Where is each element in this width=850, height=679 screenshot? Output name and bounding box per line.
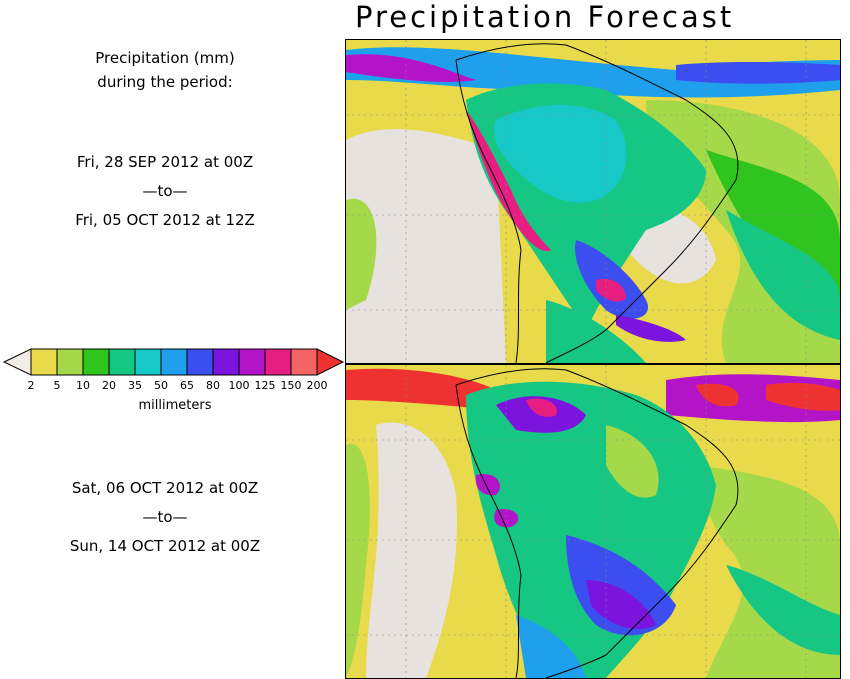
precipitation-colorbar: [2, 348, 345, 376]
colorbar-cell: [134, 348, 162, 376]
colorbar-cell: [264, 348, 292, 376]
colorbar-cell: [290, 348, 318, 376]
period-1-end: Fri, 05 OCT 2012 at 12Z: [75, 211, 255, 229]
colorbar-tick-label: 80: [206, 379, 220, 392]
colorbar-tick-label: 20: [102, 379, 116, 392]
colorbar-above-arrow: [316, 348, 345, 376]
period-2-separator: —to—: [142, 508, 188, 526]
colorbar-tick-label: 200: [306, 379, 328, 392]
legend-header-line1: Precipitation (mm): [95, 49, 235, 67]
colorbar-cell: [30, 348, 58, 376]
colorbar-cell: [212, 348, 240, 376]
colorbar-tick-label: 125: [254, 379, 276, 392]
period-1-start: Fri, 28 SEP 2012 at 00Z: [76, 153, 254, 171]
colorbar-cell: [82, 348, 110, 376]
colorbar-cell: [186, 348, 214, 376]
period-1-separator: —to—: [142, 182, 188, 200]
colorbar-tick-label: 65: [180, 379, 194, 392]
colorbar-tick-label: 10: [76, 379, 90, 392]
period-1-label: Fri, 28 SEP 2012 at 00Z —to— Fri, 05 OCT…: [40, 148, 290, 235]
colorbar-cell: [238, 348, 266, 376]
period-2-end: Sun, 14 OCT 2012 at 00Z: [69, 537, 261, 555]
colorbar-tick-label: 5: [53, 379, 61, 392]
colorbar-tick-label: 150: [280, 379, 302, 392]
period-2-label: Sat, 06 OCT 2012 at 00Z —to— Sun, 14 OCT…: [40, 474, 290, 561]
forecast-map-period-2: [345, 364, 841, 679]
colorbar-below-arrow: [2, 348, 32, 376]
colorbar-tick-label: 35: [128, 379, 142, 392]
colorbar-cell: [108, 348, 136, 376]
forecast-map-period-1: [345, 39, 841, 364]
page-title: Precipitation Forecast: [355, 0, 735, 34]
legend-header: Precipitation (mm) during the period:: [40, 46, 290, 94]
colorbar-tick-label: 2: [27, 379, 35, 392]
period-2-start: Sat, 06 OCT 2012 at 00Z: [71, 479, 259, 497]
colorbar-units: millimeters: [138, 398, 212, 413]
colorbar-tick-label: 50: [154, 379, 168, 392]
colorbar-cell: [56, 348, 84, 376]
legend-header-line2: during the period:: [97, 73, 233, 91]
colorbar-cell: [160, 348, 188, 376]
colorbar-tick-label: 100: [228, 379, 250, 392]
